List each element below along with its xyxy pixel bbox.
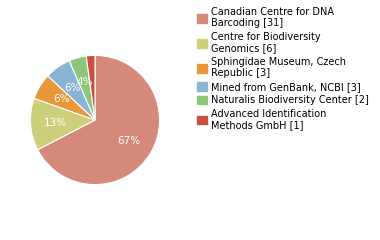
- Text: 4%: 4%: [76, 77, 93, 87]
- Text: 13%: 13%: [44, 118, 67, 128]
- Wedge shape: [30, 98, 95, 150]
- Text: 6%: 6%: [53, 95, 70, 104]
- Wedge shape: [38, 55, 160, 185]
- Wedge shape: [34, 76, 95, 120]
- Wedge shape: [69, 56, 95, 120]
- Text: 6%: 6%: [64, 83, 81, 93]
- Text: 67%: 67%: [117, 136, 140, 145]
- Wedge shape: [48, 61, 95, 120]
- Legend: Canadian Centre for DNA
Barcoding [31], Centre for Biodiversity
Genomics [6], Sp: Canadian Centre for DNA Barcoding [31], …: [195, 5, 371, 132]
- Wedge shape: [86, 55, 95, 120]
